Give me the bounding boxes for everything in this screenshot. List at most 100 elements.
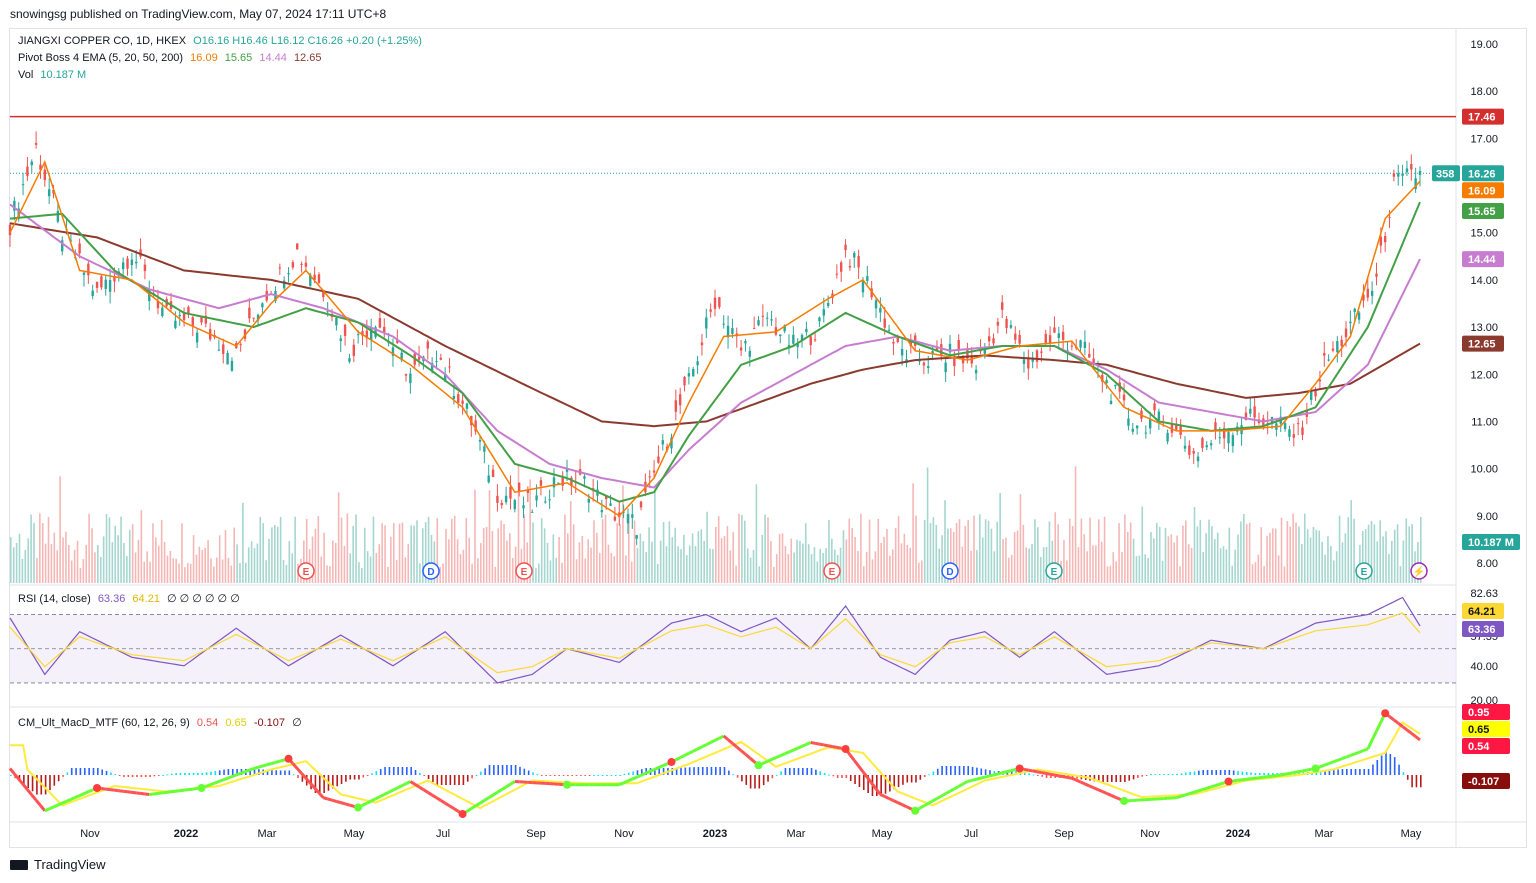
macd-line-segment — [57, 801, 63, 807]
volume-bar — [929, 523, 932, 583]
macd-line-segment — [1375, 721, 1383, 732]
volume-bar — [44, 543, 47, 583]
macd-line-segment — [431, 793, 438, 800]
volume-bar — [474, 489, 476, 583]
macd-histogram-bar — [480, 771, 482, 775]
macd-line-segment — [953, 785, 960, 791]
candle-body — [47, 189, 51, 197]
ema5-line — [9, 160, 1421, 517]
volume-bar — [630, 561, 633, 583]
volume-bar — [651, 541, 653, 583]
candle-body — [631, 514, 634, 518]
volume-bar — [691, 533, 694, 583]
ema-label[interactable]: Pivot Boss 4 EMA (5, 20, 50, 200) — [18, 52, 184, 64]
candle-body — [1166, 432, 1169, 442]
macd-histogram-bar — [36, 775, 38, 795]
event-marker-icon — [297, 562, 315, 580]
macd-histogram-bar — [397, 767, 399, 775]
volume-bar — [735, 565, 737, 583]
volume-bar — [529, 479, 531, 583]
candle-body — [1296, 423, 1300, 425]
macd-line-segment — [866, 776, 873, 785]
volume-bar — [1054, 512, 1057, 583]
volume-bar — [851, 527, 853, 583]
candle-body — [1040, 351, 1043, 353]
volume-bar — [390, 536, 392, 583]
macd-histogram-bar — [475, 775, 478, 776]
volume-bar — [1144, 554, 1146, 583]
volume-bar — [787, 554, 790, 583]
event-marker-icon — [941, 562, 959, 580]
macd-line-segment — [166, 790, 172, 794]
price-tick-label: 19.00 — [1470, 39, 1498, 51]
volume-bar — [1202, 552, 1205, 583]
volume-bar — [294, 516, 296, 583]
macd-line-segment — [1110, 793, 1116, 799]
macd-line-segment — [936, 794, 943, 800]
symbol-title[interactable]: JIANGXI COPPER CO, 1D, HKEX — [18, 35, 187, 47]
volume-bar — [88, 513, 90, 583]
macd-line-segment — [1406, 728, 1413, 735]
candle-body — [356, 334, 360, 336]
candle-body — [100, 276, 103, 288]
macd-line-segment — [1332, 758, 1338, 764]
macd-line-segment — [396, 784, 403, 790]
macd-histogram-bar — [741, 775, 743, 782]
macd-histogram-bar — [876, 775, 878, 796]
volume-bar — [950, 528, 952, 583]
event-marker-label: E — [303, 567, 310, 578]
macd-histogram-bar — [1219, 770, 1222, 775]
macd-histogram-bar — [1202, 770, 1205, 775]
macd-line-segment — [1289, 771, 1295, 775]
macd-line-segment — [988, 773, 994, 778]
macd-line-segment — [1276, 773, 1281, 778]
macd-histogram-bar — [275, 770, 278, 775]
macd-histogram-bar — [762, 775, 765, 786]
macd-histogram-bar — [849, 775, 852, 781]
candle-body — [34, 143, 38, 145]
macd-line-segment — [709, 738, 716, 744]
volume-bar — [625, 555, 627, 583]
macd-histogram-bar — [580, 775, 582, 776]
candle-body — [426, 341, 429, 349]
volume-bar — [1245, 524, 1248, 583]
macd-histogram-bar — [862, 775, 865, 790]
volume-bar — [59, 476, 61, 583]
candle-body — [1196, 456, 1200, 462]
volume-bar — [749, 557, 752, 583]
volume-bar — [567, 533, 569, 583]
macd-histogram-bar — [723, 767, 726, 775]
volume-bar — [1187, 544, 1190, 583]
candle-body — [148, 289, 151, 302]
macd-line-segment — [1232, 778, 1238, 783]
macd-histogram-bar — [66, 772, 69, 775]
macd-histogram-bar — [1363, 769, 1366, 775]
macd-line-segment — [1023, 767, 1029, 772]
macd-histogram-bar — [1237, 771, 1239, 775]
macd-label[interactable]: CM_Ult_MacD_MTF (60, 12, 26, 9) — [18, 717, 190, 729]
time-axis-label: 2022 — [174, 828, 198, 840]
volume-bar — [923, 519, 926, 583]
volume-bar — [822, 552, 824, 583]
volume-bar — [334, 542, 337, 583]
volume-bar — [427, 516, 430, 583]
macd-histogram-bar — [510, 765, 513, 775]
macd-line-segment — [500, 785, 507, 791]
volume-bar — [99, 556, 102, 583]
rsi-label[interactable]: RSI (14, close) — [18, 593, 91, 605]
candle-body — [609, 503, 612, 506]
volume-bar — [1309, 537, 1312, 583]
volume-label[interactable]: Vol — [18, 69, 34, 81]
macd-line-segment — [205, 783, 211, 788]
volume-bar — [1037, 527, 1039, 583]
macd-line-segment — [1328, 760, 1334, 766]
volume-bar — [1071, 526, 1074, 583]
candle-body — [726, 325, 730, 338]
macd-line-segment — [222, 776, 229, 782]
macd-histogram-bar — [823, 773, 826, 775]
footer-brand[interactable]: TradingView — [34, 857, 106, 872]
macd-line-segment — [140, 791, 146, 796]
volume-bar — [172, 558, 175, 583]
volume-bar — [1420, 516, 1422, 583]
